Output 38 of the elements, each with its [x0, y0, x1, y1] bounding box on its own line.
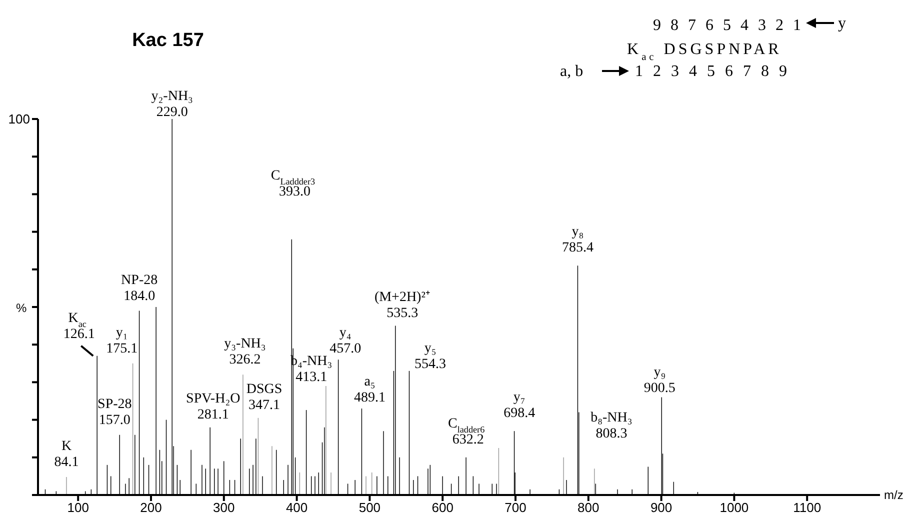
annotation: y₇ 698.4 [504, 390, 536, 422]
annotation: C$_{Laddder3}$ 393.0 [270, 168, 316, 200]
x-tick-label: 700 [504, 500, 526, 516]
text: 9 8 7 6 5 4 3 2 1 [653, 17, 801, 34]
annotation: SPV-H₂O 281.1 [186, 391, 240, 422]
annotation: y₈ 785.4 [562, 224, 594, 256]
x-tick-label: 1000 [720, 500, 749, 516]
x-tick-label: 500 [358, 500, 381, 516]
annotation: y₃-NH₃ 326.2 [224, 336, 266, 368]
annotation: (M+2H)²⁺ 535.3 [374, 290, 430, 321]
annotation: SP-28 157.0 [98, 396, 132, 428]
text: y [838, 15, 846, 32]
annotation: y₄ 457.0 [330, 326, 362, 357]
chart-title: Kac 157 [132, 30, 204, 51]
annotation: y₁ 175.1 [106, 325, 138, 356]
x-tick-label: 200 [140, 500, 162, 516]
annotation: DSGS 347.1 [246, 382, 282, 413]
x-tick-label: 600 [432, 500, 454, 516]
annotation: y₅ 554.3 [414, 340, 446, 372]
annotation: y₂-NH₃ 229.0 [151, 89, 194, 120]
annotation: K 84.1 [54, 438, 79, 470]
x-tick-label: 100 [67, 500, 89, 516]
x-tick-label: 300 [213, 500, 235, 516]
x-tick-label: 900 [650, 500, 672, 516]
x-tick-label: 1100 [793, 500, 822, 516]
annotation: NP-28 184.0 [121, 272, 158, 304]
x-tick-label: 400 [286, 500, 308, 516]
x-axis-title: m/z [884, 488, 904, 502]
text: K$_{ac}$DSGSPNPAR [627, 41, 782, 62]
text: a, b [560, 63, 584, 80]
annotation: b₈-NH₃ 808.3 [590, 410, 632, 442]
annotation: a₅ 489.1 [354, 374, 386, 406]
text: 1 2 3 4 5 6 7 8 9 [635, 63, 787, 80]
y-axis-title: % [16, 301, 27, 315]
annotation: K$_{ac}$ 126.1 [63, 310, 95, 342]
annotation: C$_{ladder6}$ 632.2 [448, 416, 486, 448]
annotation: y₉ 900.5 [644, 365, 676, 396]
x-tick-label: 800 [578, 500, 600, 516]
